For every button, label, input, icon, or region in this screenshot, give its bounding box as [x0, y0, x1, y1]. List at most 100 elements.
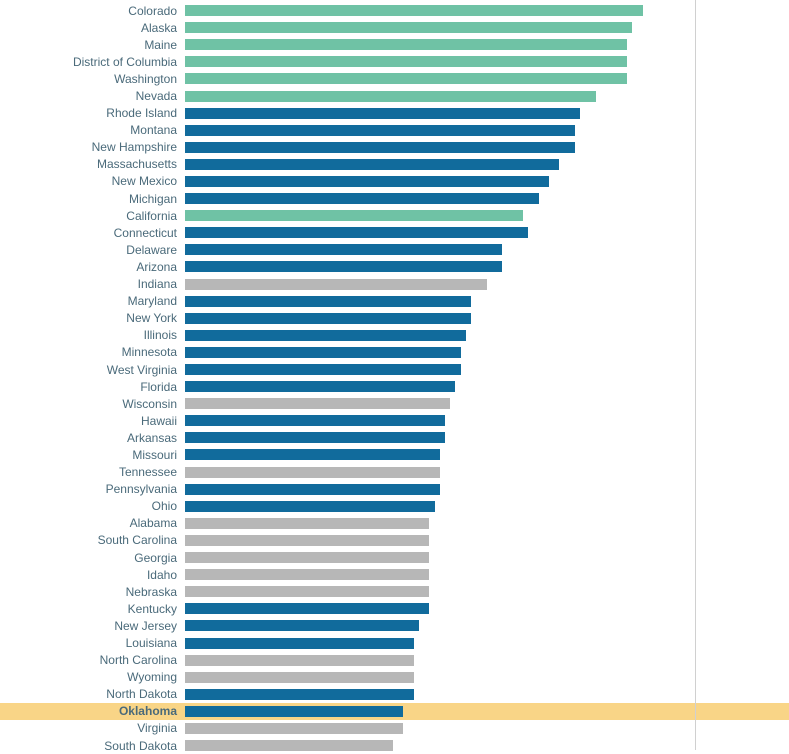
bar-area: [185, 737, 789, 754]
chart-row: Virginia: [0, 720, 789, 737]
bar-area: [185, 173, 789, 190]
bar: [185, 5, 643, 16]
bar-area: [185, 36, 789, 53]
bar-area: [185, 515, 789, 532]
row-label: Illinois: [0, 328, 185, 342]
bar-area: [185, 703, 789, 720]
chart-row: Montana: [0, 122, 789, 139]
row-label: Idaho: [0, 568, 185, 582]
chart-row: North Carolina: [0, 652, 789, 669]
chart-row: Arkansas: [0, 429, 789, 446]
row-label: West Virginia: [0, 363, 185, 377]
bar: [185, 125, 575, 136]
bar: [185, 672, 414, 683]
bar: [185, 706, 403, 717]
chart-row: New York: [0, 310, 789, 327]
chart-row: District of Columbia: [0, 53, 789, 70]
row-label: Oklahoma: [0, 704, 185, 718]
bar: [185, 279, 487, 290]
bar-area: [185, 498, 789, 515]
bar-area: [185, 532, 789, 549]
bar-area: [185, 156, 789, 173]
bar-area: [185, 634, 789, 651]
row-label: Minnesota: [0, 345, 185, 359]
row-label: Colorado: [0, 4, 185, 18]
row-label: Arkansas: [0, 431, 185, 445]
chart-row: North Dakota: [0, 686, 789, 703]
bar-area: [185, 395, 789, 412]
chart-row: Hawaii: [0, 412, 789, 429]
row-label: Pennsylvania: [0, 482, 185, 496]
chart-row: Minnesota: [0, 344, 789, 361]
row-label: New Hampshire: [0, 140, 185, 154]
chart-rows: ColoradoAlaskaMaineDistrict of ColumbiaW…: [0, 2, 789, 754]
chart-row: South Carolina: [0, 532, 789, 549]
bar: [185, 159, 559, 170]
chart-row: Ohio: [0, 498, 789, 515]
bar: [185, 22, 632, 33]
bar-area: [185, 105, 789, 122]
bar-area: [185, 600, 789, 617]
chart-row: Alabama: [0, 515, 789, 532]
chart-row: Pennsylvania: [0, 481, 789, 498]
bar: [185, 518, 429, 529]
row-label: Missouri: [0, 448, 185, 462]
chart-row: Rhode Island: [0, 105, 789, 122]
row-label: Washington: [0, 72, 185, 86]
chart-row: Tennessee: [0, 464, 789, 481]
row-label: Maryland: [0, 294, 185, 308]
bar-area: [185, 19, 789, 36]
row-label: California: [0, 209, 185, 223]
row-label: Michigan: [0, 192, 185, 206]
bar-area: [185, 258, 789, 275]
chart-row: Illinois: [0, 327, 789, 344]
chart-row: Maryland: [0, 293, 789, 310]
chart-row: Indiana: [0, 276, 789, 293]
chart-row: Wisconsin: [0, 395, 789, 412]
bar-area: [185, 70, 789, 87]
bar: [185, 501, 435, 512]
bar-area: [185, 207, 789, 224]
chart-row: California: [0, 207, 789, 224]
bar: [185, 449, 440, 460]
bar-area: [185, 2, 789, 19]
bar-area: [185, 412, 789, 429]
bar: [185, 91, 596, 102]
bar: [185, 415, 445, 426]
row-label: Georgia: [0, 551, 185, 565]
row-label: Maine: [0, 38, 185, 52]
row-label: Indiana: [0, 277, 185, 291]
row-label: Delaware: [0, 243, 185, 257]
row-label: Ohio: [0, 499, 185, 513]
bar: [185, 296, 471, 307]
bar: [185, 432, 445, 443]
bar: [185, 330, 466, 341]
row-label: Louisiana: [0, 636, 185, 650]
bar: [185, 210, 523, 221]
bar: [185, 347, 461, 358]
bar: [185, 586, 429, 597]
chart-row: New Jersey: [0, 617, 789, 634]
chart-row: Connecticut: [0, 224, 789, 241]
chart-row: Delaware: [0, 241, 789, 258]
chart-row: South Dakota: [0, 737, 789, 754]
bar-area: [185, 617, 789, 634]
chart-row: Kentucky: [0, 600, 789, 617]
bar-area: [185, 652, 789, 669]
chart-row: Nevada: [0, 87, 789, 104]
chart-row: Florida: [0, 378, 789, 395]
chart-row: Michigan: [0, 190, 789, 207]
bar-area: [185, 190, 789, 207]
bar: [185, 261, 502, 272]
bar-area: [185, 53, 789, 70]
bar-area: [185, 139, 789, 156]
bar-area: [185, 327, 789, 344]
row-label: Rhode Island: [0, 106, 185, 120]
row-label: Virginia: [0, 721, 185, 735]
bar-area: [185, 720, 789, 737]
row-label: Alabama: [0, 516, 185, 530]
row-label: Wisconsin: [0, 397, 185, 411]
axis-right-line: [695, 0, 696, 750]
bar: [185, 484, 440, 495]
bar: [185, 655, 414, 666]
